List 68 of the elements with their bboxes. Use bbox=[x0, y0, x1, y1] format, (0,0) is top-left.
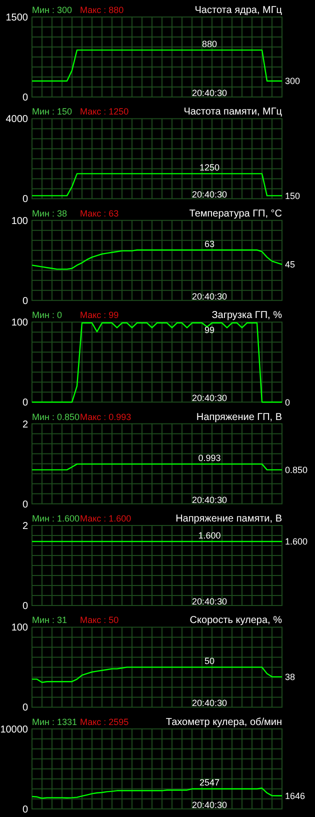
chart-title: Скорость кулера, % bbox=[190, 615, 282, 626]
annotation: 20:40:30 bbox=[192, 190, 228, 200]
y-tick-label: 0 bbox=[22, 92, 28, 104]
y-tick-label: 100 bbox=[11, 622, 28, 634]
line-series bbox=[31, 788, 283, 799]
text: Макс : 0.993 bbox=[80, 412, 132, 422]
y-tick-label: 0 bbox=[22, 702, 28, 714]
text: Мин : 0.850 bbox=[32, 412, 80, 422]
text: Макс : 50 bbox=[80, 615, 119, 626]
annotation: 20:40:30 bbox=[192, 291, 228, 302]
annotation: 20:40:30 bbox=[192, 88, 228, 98]
annotation: 1.600 bbox=[198, 530, 221, 540]
annotation: 50 bbox=[204, 656, 215, 666]
chart-title: Температура ГП, °C bbox=[189, 208, 282, 220]
annotation: 20:40:30 bbox=[192, 698, 228, 708]
text: 38 bbox=[285, 672, 296, 682]
text: Макс : 2595 bbox=[80, 716, 129, 727]
text: 45 bbox=[285, 260, 296, 270]
text: Макс : 880 bbox=[80, 5, 124, 15]
chart-title: Напряжение ГП, В bbox=[196, 412, 282, 423]
annotation: 1250 bbox=[199, 162, 220, 173]
annotation: 20:40:30 bbox=[192, 393, 228, 404]
text: Мин : 31 bbox=[32, 615, 68, 626]
line-series bbox=[31, 322, 283, 403]
text: Мин : 1.600 bbox=[32, 514, 80, 524]
text: 300 bbox=[285, 76, 300, 86]
chart-title: Частота памяти, МГц bbox=[184, 106, 282, 118]
line-series bbox=[31, 249, 283, 270]
line-series bbox=[31, 666, 283, 683]
annotation: 99 bbox=[204, 324, 215, 335]
y-tick-label: 10000 bbox=[0, 724, 28, 736]
annotation: 0.993 bbox=[198, 453, 221, 464]
y-tick-label: 0 bbox=[22, 296, 28, 307]
annotation: 20:40:30 bbox=[192, 596, 228, 606]
text: 1646 bbox=[285, 790, 306, 801]
text: Мин : 38 bbox=[32, 208, 68, 218]
chart-title: Загрузка ГП, % bbox=[212, 310, 282, 322]
chart-title: Частота ядра, МГц bbox=[194, 5, 282, 16]
y-tick-label: 0 bbox=[22, 804, 28, 816]
y-tick-label: 4000 bbox=[6, 114, 28, 126]
text: Макс : 1250 bbox=[80, 106, 129, 117]
text: 150 bbox=[285, 190, 300, 201]
y-tick-label: 0 bbox=[22, 499, 28, 510]
text: Мин : 0 bbox=[32, 310, 62, 320]
y-tick-label: 2 bbox=[22, 521, 28, 532]
annotation: 880 bbox=[202, 39, 218, 50]
annotation: 2547 bbox=[199, 778, 220, 788]
y-tick-label: 2 bbox=[22, 419, 28, 430]
text: 0.850 bbox=[285, 464, 308, 475]
y-tick-label: 0 bbox=[22, 194, 28, 206]
text: Мин : 150 bbox=[32, 106, 72, 117]
y-tick-label: 0 bbox=[22, 601, 28, 612]
y-tick-label: 100 bbox=[11, 216, 28, 227]
text: Мин : 1331 bbox=[32, 716, 78, 727]
text: Макс : 63 bbox=[80, 208, 119, 218]
text: 1.600 bbox=[285, 536, 308, 547]
text: Макс : 1.600 bbox=[80, 514, 132, 524]
annotation: 20:40:30 bbox=[192, 800, 228, 810]
annotation: 63 bbox=[204, 239, 215, 249]
y-tick-label: 1500 bbox=[6, 12, 28, 24]
text: Мин : 300 bbox=[32, 5, 72, 15]
chart-title: Напряжение памяти, В bbox=[176, 514, 282, 524]
text: 0 bbox=[285, 397, 290, 408]
y-tick-label: 0 bbox=[22, 398, 28, 409]
annotation: 20:40:30 bbox=[192, 494, 228, 505]
y-tick-label: 100 bbox=[11, 318, 28, 329]
chart-title: Тахометр кулера, об/мин bbox=[166, 716, 282, 728]
text: Макс : 99 bbox=[80, 310, 119, 320]
